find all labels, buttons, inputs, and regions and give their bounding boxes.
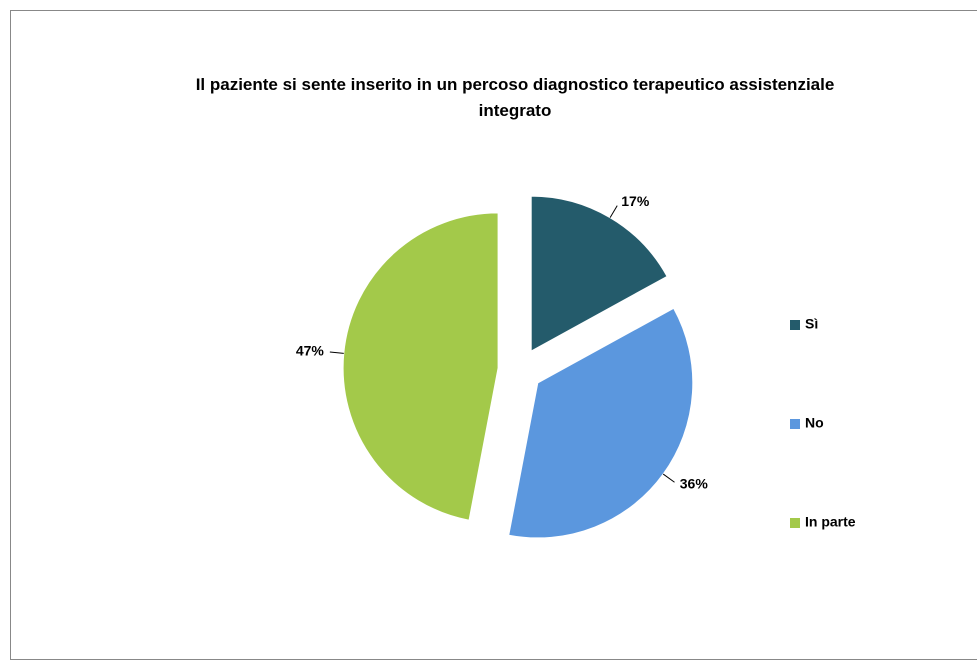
legend-label: In parte <box>805 514 856 530</box>
leader-line <box>329 351 344 354</box>
pie-slice <box>342 212 499 521</box>
data-label: 47% <box>296 342 325 358</box>
pie-slice <box>530 195 668 352</box>
data-label: 36% <box>680 475 709 491</box>
legend-swatch <box>790 518 800 528</box>
leader-line <box>662 473 675 483</box>
legend-label: No <box>805 415 824 431</box>
legend-swatch <box>790 419 800 429</box>
legend-label: Sì <box>805 316 818 332</box>
legend-swatch <box>790 320 800 330</box>
chart-title: Il paziente si sente inserito in un perc… <box>195 75 835 120</box>
leader-line <box>609 205 618 218</box>
data-label: 17% <box>621 193 650 209</box>
